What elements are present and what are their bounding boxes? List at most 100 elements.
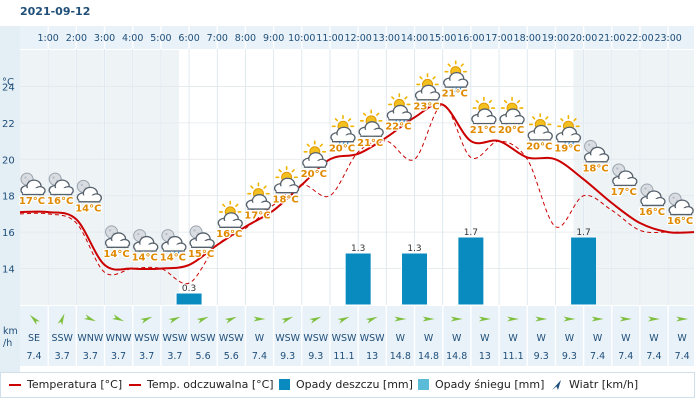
- temperature-label: 16°C: [216, 229, 242, 240]
- wind-direction-label: W: [424, 333, 434, 344]
- hour-label: 20:00: [570, 33, 597, 44]
- legend-rain-swatch: [279, 379, 290, 390]
- legend-temperature: Temperatura [°C]: [9, 378, 122, 391]
- rain-bar-label: 1.3: [351, 244, 365, 254]
- hour-label: 10:00: [288, 33, 315, 44]
- legend-feels-like-swatch: [129, 383, 141, 386]
- rain-bar-label: 1.3: [407, 244, 421, 254]
- temperature-label: 14°C: [132, 253, 158, 264]
- wind-speed-label: 3.7: [111, 351, 126, 362]
- temperature-label: 14°C: [103, 249, 129, 260]
- wind-speed-label: 9.3: [280, 351, 295, 362]
- y-axis-strip: [0, 26, 20, 372]
- date-title: 2021-09-12: [20, 5, 91, 18]
- rain-bar: [457, 236, 485, 306]
- hour-label: 13:00: [373, 33, 400, 44]
- wind-speed-label: 7.4: [26, 351, 41, 362]
- temperature-label: 17°C: [611, 187, 637, 198]
- y-tick-label: 16: [2, 228, 15, 239]
- y-tick-label: 20: [2, 155, 15, 166]
- wind-speed-label: 3.7: [83, 351, 98, 362]
- wind-direction-label: W: [508, 333, 518, 344]
- wind-direction-label: WSW: [275, 333, 300, 344]
- wind-direction-label: W: [255, 333, 265, 344]
- rain-bar: [570, 236, 598, 306]
- wind-direction-label: W: [649, 333, 659, 344]
- hour-label: 11:00: [316, 33, 343, 44]
- temperature-label: 21°C: [470, 125, 496, 136]
- wind-speed-label: 11.1: [333, 351, 354, 362]
- y-tick-label: 24: [2, 82, 15, 93]
- hour-label: 19:00: [542, 33, 569, 44]
- temperature-label: 16°C: [47, 196, 73, 207]
- hour-label: 21:00: [598, 33, 625, 44]
- wind-speed-label: 11.1: [502, 351, 523, 362]
- legend-feels-like: Temp. odczuwalna [°C]: [129, 378, 274, 391]
- hour-label: 7:00: [207, 33, 228, 44]
- y-tick-label: 14: [2, 265, 15, 276]
- wind-unit-label: km: [3, 326, 18, 337]
- legend-feels-like-label: Temp. odczuwalna [°C]: [147, 378, 274, 391]
- rain-bar: [344, 252, 372, 306]
- temperature-label: 20°C: [301, 169, 327, 180]
- temperature-label: 20°C: [329, 143, 355, 154]
- wind-direction-label: W: [452, 333, 462, 344]
- temperature-label: 17°C: [19, 196, 45, 207]
- wind-speed-label: 9.3: [534, 351, 549, 362]
- wind-speed-label: 9.3: [308, 351, 323, 362]
- temperature-label: 16°C: [639, 207, 665, 218]
- legend-rain: Opady deszczu [mm]: [279, 378, 413, 391]
- rain-bar-label: 1.7: [576, 228, 590, 238]
- legend-snow: Opady śniegu [mm]: [418, 378, 544, 391]
- temperature-label: 23°C: [413, 101, 439, 112]
- hour-label: 8:00: [235, 33, 256, 44]
- temperature-label: 20°C: [498, 125, 524, 136]
- temperature-label: 21°C: [442, 89, 468, 100]
- temperature-label: 20°C: [526, 141, 552, 152]
- hour-label: 17:00: [485, 33, 512, 44]
- wind-speed-label: 13: [479, 351, 491, 362]
- legend-wind-label: Wiatr [km/h]: [569, 378, 639, 391]
- wind-direction-label: W: [593, 333, 603, 344]
- wind-speed-label: 14.8: [418, 351, 439, 362]
- wind-direction-label: SE: [28, 333, 40, 344]
- temperature-line: [19, 102, 695, 271]
- wind-speed-label: 14.8: [446, 351, 467, 362]
- temperature-label: 16°C: [667, 216, 693, 227]
- temperature-label: 14°C: [75, 203, 101, 214]
- temperature-label: 22°C: [385, 121, 411, 132]
- wind-direction-label: WSW: [191, 333, 216, 344]
- temperature-label: 14°C: [160, 253, 186, 264]
- wind-direction-label: WNW: [106, 333, 132, 344]
- wind-arrow-icon: [552, 379, 561, 390]
- hour-label: 3:00: [94, 33, 115, 44]
- y-tick-label: 18: [2, 192, 15, 203]
- y-axis-label: °C: [2, 77, 14, 88]
- temperature-label: 19°C: [554, 143, 580, 154]
- temperature-label: 17°C: [244, 211, 270, 222]
- wind-speed-label: 5.6: [196, 351, 211, 362]
- wind-speed-label: 7.4: [618, 351, 633, 362]
- legend-wind: Wiatr [km/h]: [551, 378, 638, 391]
- night-shade-morning: [20, 50, 179, 305]
- wind-direction-label: W: [480, 333, 490, 344]
- wind-speed-label: 3.7: [167, 351, 182, 362]
- wind-direction-label: WSW: [219, 333, 244, 344]
- wind-unit-label: /h: [3, 338, 12, 349]
- wind-speed-label: 13: [366, 351, 378, 362]
- wind-direction-label: SSW: [51, 333, 73, 344]
- wind-direction-label: WSW: [303, 333, 328, 344]
- temperature-label: 18°C: [272, 194, 298, 205]
- temperature-label: 15°C: [188, 249, 214, 260]
- wind-speed-label: 7.4: [590, 351, 605, 362]
- rain-bar: [175, 292, 203, 306]
- hour-label: 5:00: [150, 33, 171, 44]
- hour-label: 16:00: [457, 33, 484, 44]
- wind-direction-label: WNW: [77, 333, 103, 344]
- hour-label: 4:00: [122, 33, 143, 44]
- wind-direction-label: W: [677, 333, 687, 344]
- wind-speed-label: 7.4: [252, 351, 267, 362]
- wind-direction-label: W: [396, 333, 406, 344]
- y-tick-label: 22: [2, 119, 15, 130]
- wind-direction-label: WSW: [332, 333, 357, 344]
